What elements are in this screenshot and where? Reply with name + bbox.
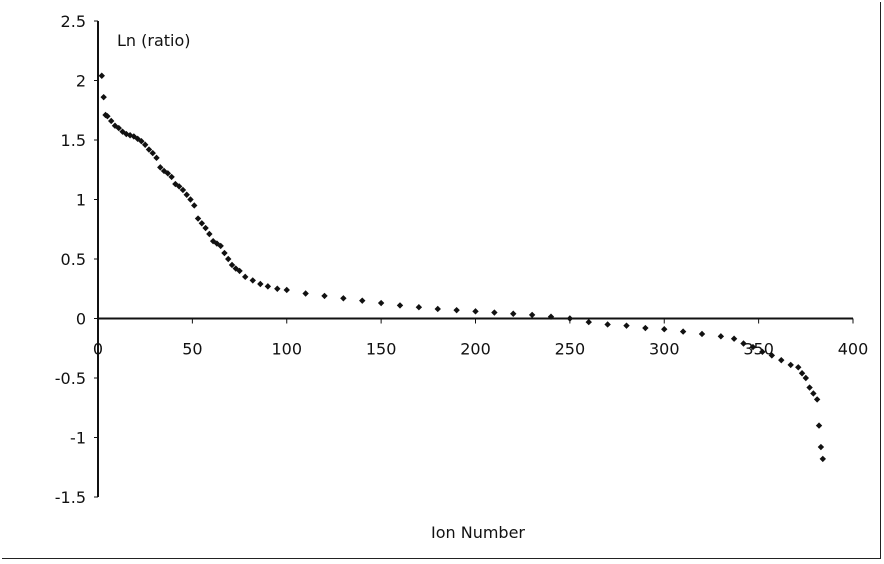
data-point xyxy=(586,319,592,325)
y-tick-label: -1 xyxy=(70,429,86,448)
data-point xyxy=(265,283,271,289)
y-tick-label: 0.5 xyxy=(61,250,86,269)
data-point xyxy=(453,307,459,313)
y-tick-label: 2 xyxy=(76,72,86,91)
data-point xyxy=(359,297,365,303)
data-point xyxy=(642,325,648,331)
data-point xyxy=(731,336,737,342)
data-point xyxy=(567,315,573,321)
x-tick-label: 200 xyxy=(460,340,491,359)
data-point xyxy=(206,231,212,237)
data-point xyxy=(242,274,248,280)
y-tick-label: 2.5 xyxy=(61,12,86,31)
data-point xyxy=(816,422,822,428)
data-point xyxy=(818,444,824,450)
x-tick-label: 100 xyxy=(271,340,302,359)
data-point xyxy=(108,118,114,124)
data-point xyxy=(250,277,256,283)
data-point xyxy=(795,364,801,370)
y-tick-label: 1.5 xyxy=(61,131,86,150)
x-tick-label: 0 xyxy=(93,340,103,359)
y-axis-label: Ln (ratio) xyxy=(117,31,191,50)
data-point xyxy=(199,220,205,226)
y-tick-label: 1 xyxy=(76,191,86,210)
data-point xyxy=(699,331,705,337)
data-point xyxy=(529,312,535,318)
x-tick-label: 50 xyxy=(182,340,202,359)
data-point xyxy=(661,326,667,332)
data-point xyxy=(788,362,794,368)
data-point xyxy=(604,321,610,327)
data-point xyxy=(274,286,280,292)
data-point xyxy=(491,309,497,315)
data-point xyxy=(510,311,516,317)
data-point xyxy=(810,390,816,396)
data-point xyxy=(778,357,784,363)
x-tick-label: 150 xyxy=(366,340,397,359)
data-point xyxy=(99,73,105,79)
y-tick-label: -0.5 xyxy=(55,369,86,388)
data-point xyxy=(799,370,805,376)
data-point xyxy=(221,250,227,256)
data-point xyxy=(435,306,441,312)
data-point xyxy=(623,322,629,328)
data-point xyxy=(257,281,263,287)
data-point xyxy=(472,308,478,314)
data-point xyxy=(302,290,308,296)
data-point xyxy=(820,456,826,462)
x-axis-label: Ion Number xyxy=(431,523,525,542)
data-point xyxy=(803,375,809,381)
data-point xyxy=(680,328,686,334)
data-point xyxy=(187,196,193,202)
data-point xyxy=(321,293,327,299)
data-point xyxy=(718,333,724,339)
data-point xyxy=(397,302,403,308)
data-point xyxy=(100,94,106,100)
data-point xyxy=(153,155,159,161)
x-tick-label: 250 xyxy=(555,340,586,359)
data-point xyxy=(416,304,422,310)
data-point xyxy=(284,287,290,293)
scatter-chart: 2.5 2 1.5 1 0.5 0 -0.5 -1 -1.5 0 50 100 150 200 250 30… xyxy=(0,0,884,564)
data-point xyxy=(806,384,812,390)
data-point xyxy=(191,202,197,208)
data-point xyxy=(378,300,384,306)
data-point xyxy=(814,396,820,402)
data-point xyxy=(202,225,208,231)
x-tick-label: 400 xyxy=(838,340,869,359)
y-tick-label: -1.5 xyxy=(55,488,86,507)
y-tick-label: 0 xyxy=(76,310,86,329)
data-point xyxy=(340,295,346,301)
x-tick-label: 300 xyxy=(649,340,680,359)
data-point xyxy=(184,192,190,198)
data-point xyxy=(225,256,231,262)
data-point xyxy=(195,215,201,221)
